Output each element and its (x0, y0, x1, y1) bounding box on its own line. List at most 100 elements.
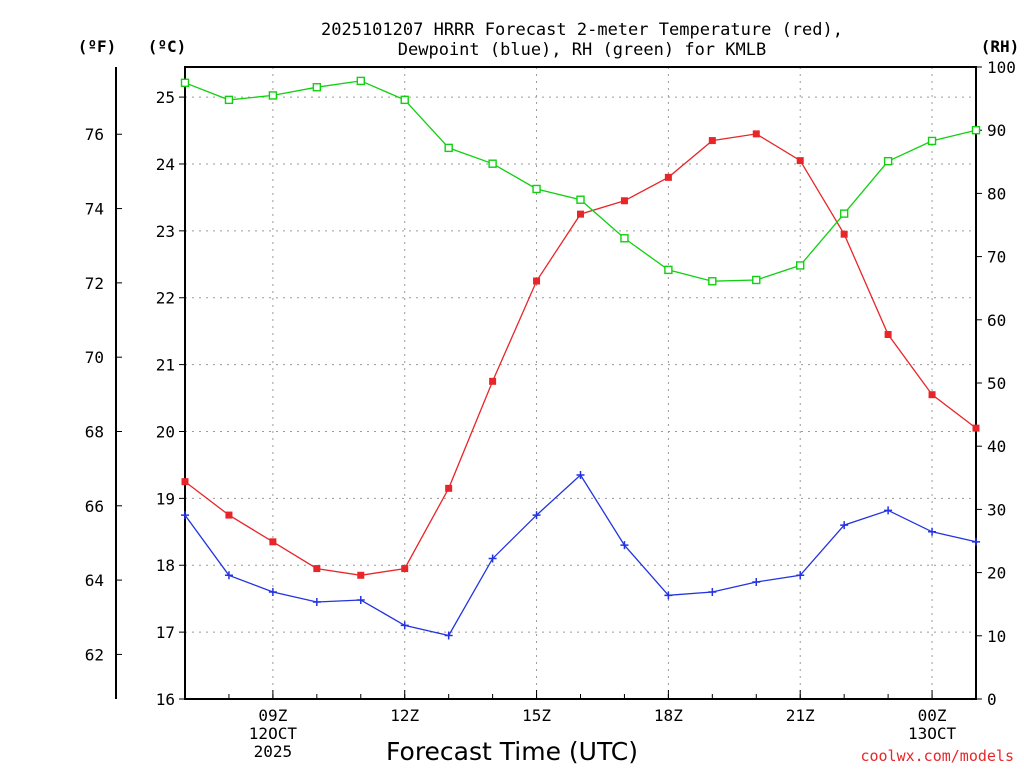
plot-frame (184, 66, 977, 700)
rh-point (796, 261, 805, 270)
temperature-point (577, 210, 584, 218)
dewpoint-point (664, 591, 673, 600)
temperature-point (620, 197, 628, 205)
dewpoint-point (268, 587, 277, 596)
x-tick-label: 12Z (390, 706, 419, 725)
dewpoint-point (312, 598, 321, 607)
fahrenheit-axis: 62 64 66 68 70 72 74 76 (85, 67, 122, 699)
rh-tick-label: 20 (987, 564, 1006, 583)
rh-series-line (184, 80, 977, 282)
rh-point (268, 91, 278, 100)
rh-point (971, 125, 981, 135)
dewpoint-point (796, 571, 805, 580)
temperature-point (664, 173, 672, 181)
temperature-point (928, 391, 936, 399)
rh-point (839, 209, 849, 218)
dewpoint-point (708, 587, 717, 596)
temperature-point (489, 377, 497, 385)
rh-point (927, 136, 937, 146)
credit-text: coolwx.com/models (860, 747, 1014, 765)
temperature-point (708, 137, 716, 145)
rh-point (312, 83, 322, 92)
celsius-tick-label: 19 (156, 489, 175, 508)
rh-point (664, 265, 673, 275)
rh-tick-label: 10 (987, 627, 1006, 646)
rh-tick-label: 0 (987, 690, 997, 709)
rh-point (444, 143, 453, 153)
temperature-point (181, 478, 189, 486)
dewpoint-point (752, 577, 761, 586)
rh-axis: 0 10 20 30 40 50 60 70 80 90 100 (976, 58, 1016, 709)
rh-point (356, 76, 365, 86)
temperature-point (357, 571, 365, 579)
celsius-tick-label: 24 (156, 155, 175, 174)
celsius-axis: 16 17 18 19 20 21 22 23 24 25 (156, 88, 185, 709)
rh-point (488, 159, 497, 168)
fahrenheit-tick-label: 62 (85, 645, 104, 664)
temperature-point (313, 565, 321, 573)
x-tick-label: 21Z (786, 706, 815, 725)
rh-tick-label: 30 (987, 500, 1006, 519)
rh-point (620, 234, 629, 243)
x-tick-label: 09Z (258, 706, 287, 725)
celsius-tick-label: 25 (156, 88, 175, 107)
dewpoint-point (576, 470, 585, 479)
temperature-point (972, 424, 980, 432)
dewpoint-point (532, 511, 541, 520)
dewpoint-point (488, 554, 497, 563)
fahrenheit-tick-label: 74 (85, 200, 104, 219)
rh-tick-label: 80 (987, 184, 1006, 203)
x-tick-label: 2025 (254, 742, 293, 761)
rh-point (180, 78, 190, 88)
celsius-tick-label: 16 (156, 690, 175, 709)
temperature-point (533, 277, 541, 285)
dewpoint-point (972, 537, 980, 546)
grid-lines (185, 67, 976, 700)
x-axis-label: Forecast Time (UTC) (386, 737, 638, 766)
celsius-tick-label: 21 (156, 356, 175, 375)
temperature-point (401, 565, 409, 573)
dewpoint-point (840, 521, 849, 530)
x-tick-label: 15Z (522, 706, 551, 725)
celsius-tick-label: 17 (156, 623, 175, 642)
fahrenheit-tick-label: 70 (85, 348, 104, 367)
chart-title-line1: 2025101207 HRRR Forecast 2-meter Tempera… (321, 20, 843, 40)
rh-tick-label: 90 (987, 121, 1006, 140)
rh-point (708, 277, 717, 286)
fahrenheit-tick-label: 76 (85, 125, 104, 144)
x-tick-label: 12OCT (249, 724, 298, 743)
temperature-point (752, 130, 760, 138)
chart-title-line2: Dewpoint (blue), RH (green) for KMLB (398, 40, 766, 60)
fahrenheit-unit-label: (ºF) (78, 37, 117, 56)
series-layer (180, 76, 981, 640)
rh-point (532, 184, 541, 194)
celsius-tick-label: 20 (156, 422, 175, 441)
celsius-tick-label: 18 (156, 556, 175, 575)
dewpoint-series-line (184, 473, 977, 637)
rh-point (576, 195, 585, 204)
dewpoint-point (224, 571, 233, 580)
rh-tick-label: 70 (987, 248, 1006, 267)
rh-point (752, 275, 761, 285)
dewpoint-point (884, 506, 893, 515)
rh-point (883, 156, 893, 166)
dewpoint-point (928, 527, 937, 536)
x-tick-label: 00Z (918, 706, 947, 725)
rh-tick-label: 60 (987, 311, 1006, 330)
celsius-tick-label: 23 (156, 222, 175, 241)
temperature-point (225, 511, 233, 519)
fahrenheit-tick-label: 64 (85, 571, 104, 590)
temperature-point (796, 157, 804, 165)
dewpoint-point (620, 541, 629, 550)
fahrenheit-tick-label: 72 (85, 274, 104, 293)
rh-point (400, 95, 409, 105)
rh-point (224, 95, 234, 105)
dewpoint-point (356, 596, 365, 605)
dewpoint-point (444, 631, 453, 640)
rh-tick-label: 100 (987, 58, 1016, 77)
rh-tick-label: 50 (987, 374, 1006, 393)
celsius-unit-label: (ºC) (148, 37, 187, 56)
rh-unit-label: (RH) (981, 37, 1020, 56)
